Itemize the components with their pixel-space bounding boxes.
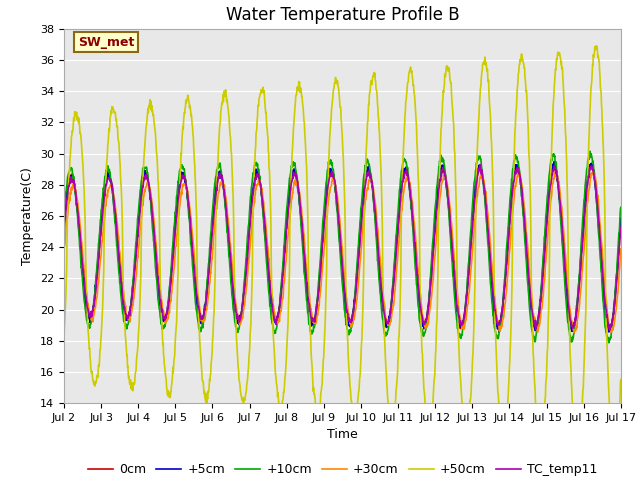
+50cm bbox=[617, 377, 625, 383]
+50cm bbox=[611, 449, 619, 455]
0cm bbox=[617, 220, 625, 226]
TC_temp11 bbox=[60, 228, 68, 234]
X-axis label: Time: Time bbox=[327, 429, 358, 442]
TC_temp11 bbox=[126, 313, 134, 319]
0cm bbox=[308, 318, 316, 324]
+30cm bbox=[308, 310, 316, 316]
Y-axis label: Temperature(C): Temperature(C) bbox=[22, 167, 35, 265]
+30cm bbox=[103, 192, 111, 197]
+10cm bbox=[377, 299, 385, 304]
0cm bbox=[296, 206, 304, 212]
0cm bbox=[495, 328, 503, 334]
Line: +50cm: +50cm bbox=[64, 46, 621, 452]
+30cm bbox=[296, 195, 304, 201]
TC_temp11 bbox=[377, 279, 385, 285]
TC_temp11 bbox=[606, 327, 614, 333]
Line: +10cm: +10cm bbox=[64, 151, 621, 343]
TC_temp11 bbox=[103, 178, 111, 183]
0cm bbox=[60, 221, 68, 227]
+30cm bbox=[318, 274, 326, 279]
+5cm bbox=[296, 207, 304, 213]
+30cm bbox=[617, 246, 625, 252]
+5cm bbox=[495, 329, 503, 335]
+50cm bbox=[296, 90, 304, 96]
+30cm bbox=[589, 168, 597, 174]
+10cm bbox=[103, 168, 111, 173]
TC_temp11 bbox=[296, 203, 304, 209]
+5cm bbox=[308, 320, 316, 325]
0cm bbox=[588, 161, 595, 167]
+5cm bbox=[318, 245, 326, 251]
+10cm bbox=[617, 204, 625, 210]
TC_temp11 bbox=[617, 224, 625, 230]
+5cm bbox=[617, 216, 625, 221]
+30cm bbox=[607, 329, 615, 335]
0cm bbox=[126, 309, 134, 314]
+30cm bbox=[126, 319, 134, 325]
Line: TC_temp11: TC_temp11 bbox=[64, 165, 621, 330]
TC_temp11 bbox=[318, 252, 326, 258]
Line: 0cm: 0cm bbox=[64, 164, 621, 331]
+10cm bbox=[318, 236, 326, 241]
+5cm bbox=[126, 308, 134, 313]
+30cm bbox=[60, 247, 68, 253]
+10cm bbox=[308, 331, 316, 337]
Text: SW_met: SW_met bbox=[78, 36, 134, 48]
+30cm bbox=[377, 264, 385, 270]
+5cm bbox=[60, 219, 68, 225]
+50cm bbox=[377, 164, 385, 170]
TC_temp11 bbox=[476, 162, 484, 168]
+5cm bbox=[377, 286, 385, 291]
+50cm bbox=[103, 156, 111, 161]
+50cm bbox=[60, 332, 68, 337]
TC_temp11 bbox=[308, 315, 316, 321]
Legend: 0cm, +5cm, +10cm, +30cm, +50cm, TC_temp11: 0cm, +5cm, +10cm, +30cm, +50cm, TC_temp1… bbox=[83, 458, 602, 480]
0cm bbox=[103, 176, 111, 181]
+10cm bbox=[296, 210, 304, 216]
+10cm bbox=[60, 208, 68, 214]
+50cm bbox=[592, 43, 600, 49]
Title: Water Temperature Profile B: Water Temperature Profile B bbox=[225, 6, 460, 24]
+50cm bbox=[126, 382, 134, 387]
+5cm bbox=[550, 158, 558, 164]
+10cm bbox=[586, 148, 594, 154]
0cm bbox=[377, 284, 385, 289]
+10cm bbox=[605, 340, 612, 346]
Line: +5cm: +5cm bbox=[64, 161, 621, 332]
+10cm bbox=[126, 311, 134, 316]
+5cm bbox=[103, 174, 111, 180]
+50cm bbox=[308, 360, 316, 365]
0cm bbox=[318, 248, 326, 254]
+50cm bbox=[318, 383, 326, 388]
Line: +30cm: +30cm bbox=[64, 171, 621, 332]
